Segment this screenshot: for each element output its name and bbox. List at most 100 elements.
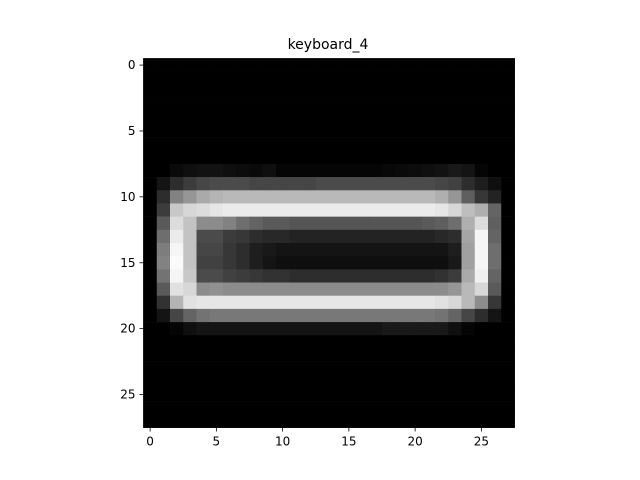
heatmap-cell xyxy=(329,98,343,112)
heatmap-cell xyxy=(223,387,237,402)
heatmap-cell xyxy=(368,269,383,283)
heatmap-cell xyxy=(196,137,211,152)
heatmap-cell xyxy=(382,84,396,99)
heatmap-cell xyxy=(408,243,423,257)
heatmap-cell xyxy=(448,308,462,323)
heatmap-cell xyxy=(196,361,211,376)
heatmap-cell xyxy=(395,98,409,112)
heatmap-cell xyxy=(302,335,317,349)
heatmap-cell xyxy=(236,282,250,297)
heatmap-cell xyxy=(289,58,303,72)
heatmap-cell xyxy=(196,190,211,204)
heatmap-cell xyxy=(276,282,290,297)
heatmap-cell xyxy=(474,229,489,244)
heatmap-cell xyxy=(448,98,462,112)
heatmap-cell xyxy=(249,137,264,152)
heatmap-cell xyxy=(461,190,476,204)
heatmap-cell xyxy=(501,163,515,178)
heatmap-cell xyxy=(461,243,476,257)
heatmap-cell xyxy=(223,243,237,257)
heatmap-cell xyxy=(408,295,423,310)
heatmap-cell xyxy=(382,58,396,72)
heatmap-cell xyxy=(329,190,343,204)
heatmap-cell xyxy=(262,282,277,297)
heatmap-cell xyxy=(448,229,462,244)
heatmap-cell xyxy=(156,216,171,231)
heatmap-cell xyxy=(355,150,370,165)
heatmap-cell xyxy=(249,163,264,178)
heatmap-cell xyxy=(474,361,489,376)
heatmap-cell xyxy=(448,177,462,191)
heatmap-cell xyxy=(289,335,303,349)
heatmap-cell xyxy=(196,295,211,310)
heatmap-cell xyxy=(488,124,502,138)
heatmap-cell xyxy=(196,401,211,415)
heatmap-cell xyxy=(355,243,370,257)
heatmap-cell xyxy=(249,256,264,270)
heatmap-cell xyxy=(355,256,370,270)
heatmap-cell xyxy=(408,322,423,336)
heatmap-cell xyxy=(342,216,356,231)
heatmap-cell xyxy=(302,98,317,112)
heatmap-cell xyxy=(276,361,290,376)
heatmap-cell xyxy=(276,414,290,428)
heatmap-cell xyxy=(474,58,489,72)
heatmap-cell xyxy=(276,308,290,323)
heatmap-cell xyxy=(302,163,317,178)
heatmap-cell xyxy=(183,335,197,349)
heatmap-cell xyxy=(435,282,449,297)
heatmap-cell xyxy=(488,361,502,376)
heatmap-cell xyxy=(143,84,158,99)
heatmap-cell xyxy=(236,203,250,217)
heatmap-cell xyxy=(382,229,396,244)
heatmap-cell xyxy=(395,256,409,270)
heatmap-cell xyxy=(488,414,502,428)
heatmap-cell xyxy=(408,229,423,244)
heatmap-cell xyxy=(156,243,171,257)
heatmap-cell xyxy=(156,361,171,376)
heatmap-cell xyxy=(223,150,237,165)
heatmap-cell xyxy=(209,71,224,86)
heatmap-cell xyxy=(474,348,489,362)
heatmap-cell xyxy=(249,216,264,231)
heatmap-cell xyxy=(382,387,396,402)
heatmap-cell xyxy=(183,124,197,138)
heatmap-cell xyxy=(143,203,158,217)
heatmap-cell xyxy=(276,163,290,178)
heatmap-cell xyxy=(143,58,158,72)
heatmap-cell xyxy=(368,361,383,376)
heatmap-cell xyxy=(382,124,396,138)
heatmap-cell xyxy=(170,282,184,297)
heatmap-cell xyxy=(342,295,356,310)
heatmap-cell xyxy=(329,163,343,178)
heatmap-cell xyxy=(276,348,290,362)
heatmap-cell xyxy=(170,414,184,428)
heatmap-cell xyxy=(249,150,264,165)
heatmap-cell xyxy=(276,335,290,349)
heatmap-cell xyxy=(461,111,476,125)
heatmap-cell xyxy=(461,308,476,323)
heatmap-cell xyxy=(421,374,436,389)
heatmap-cell xyxy=(408,163,423,178)
heatmap-cell xyxy=(302,308,317,323)
y-tick-label: 0 xyxy=(128,58,136,72)
heatmap-cell xyxy=(156,256,171,270)
heatmap-cell xyxy=(421,203,436,217)
heatmap-cell xyxy=(355,216,370,231)
heatmap-cell xyxy=(143,269,158,283)
heatmap-cell xyxy=(249,177,264,191)
heatmap-cell xyxy=(249,374,264,389)
heatmap-cell xyxy=(368,322,383,336)
heatmap-cell xyxy=(408,203,423,217)
heatmap-cell xyxy=(302,84,317,99)
heatmap-cell xyxy=(315,401,330,415)
heatmap-cell xyxy=(262,374,277,389)
heatmap-cell xyxy=(355,335,370,349)
heatmap-cell xyxy=(342,137,356,152)
heatmap-cell xyxy=(315,295,330,310)
heatmap-cell xyxy=(249,361,264,376)
heatmap-cell xyxy=(170,111,184,125)
heatmap-cell xyxy=(196,58,211,72)
heatmap-cell xyxy=(435,163,449,178)
heatmap-cell xyxy=(183,414,197,428)
